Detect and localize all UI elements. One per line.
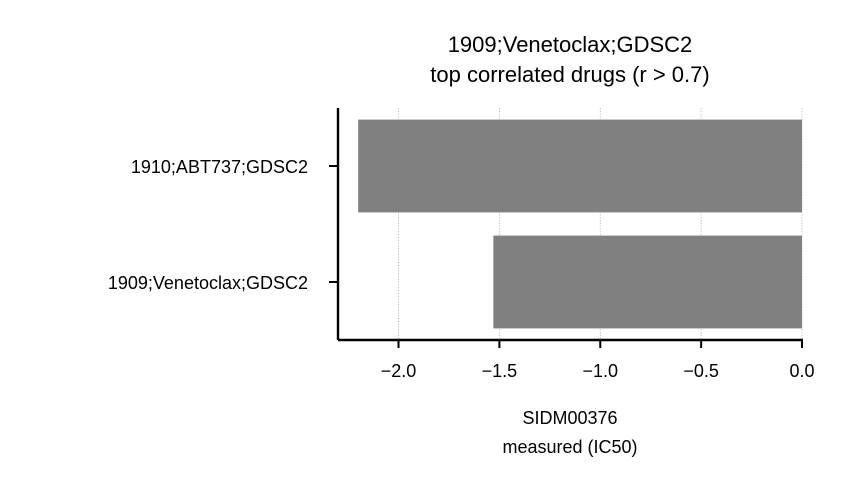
x-tick-label: 0.0 xyxy=(789,361,814,381)
chart-title: 1909;Venetoclax;GDSC2 xyxy=(448,32,693,57)
y-tick-label: 1909;Venetoclax;GDSC2 xyxy=(108,273,308,293)
bars xyxy=(358,119,802,329)
x-tick-label: −0.5 xyxy=(683,361,719,381)
x-tick-label: −2.0 xyxy=(381,361,417,381)
x-axis-label: SIDM00376 xyxy=(522,408,617,428)
chart-subtitle: top correlated drugs (r > 0.7) xyxy=(430,62,709,87)
x-tick-label: −1.0 xyxy=(582,361,618,381)
y-tick-label: 1910;ABT737;GDSC2 xyxy=(131,157,308,177)
bar-0 xyxy=(358,119,802,213)
x-tick-label: −1.5 xyxy=(482,361,518,381)
x-axis-label-line2: measured (IC50) xyxy=(502,437,637,457)
bar-1 xyxy=(493,235,802,329)
axes: −2.0 −1.5 −1.0 −0.5 0.0 1910;ABT737;GDSC2 1909… xyxy=(108,108,815,381)
